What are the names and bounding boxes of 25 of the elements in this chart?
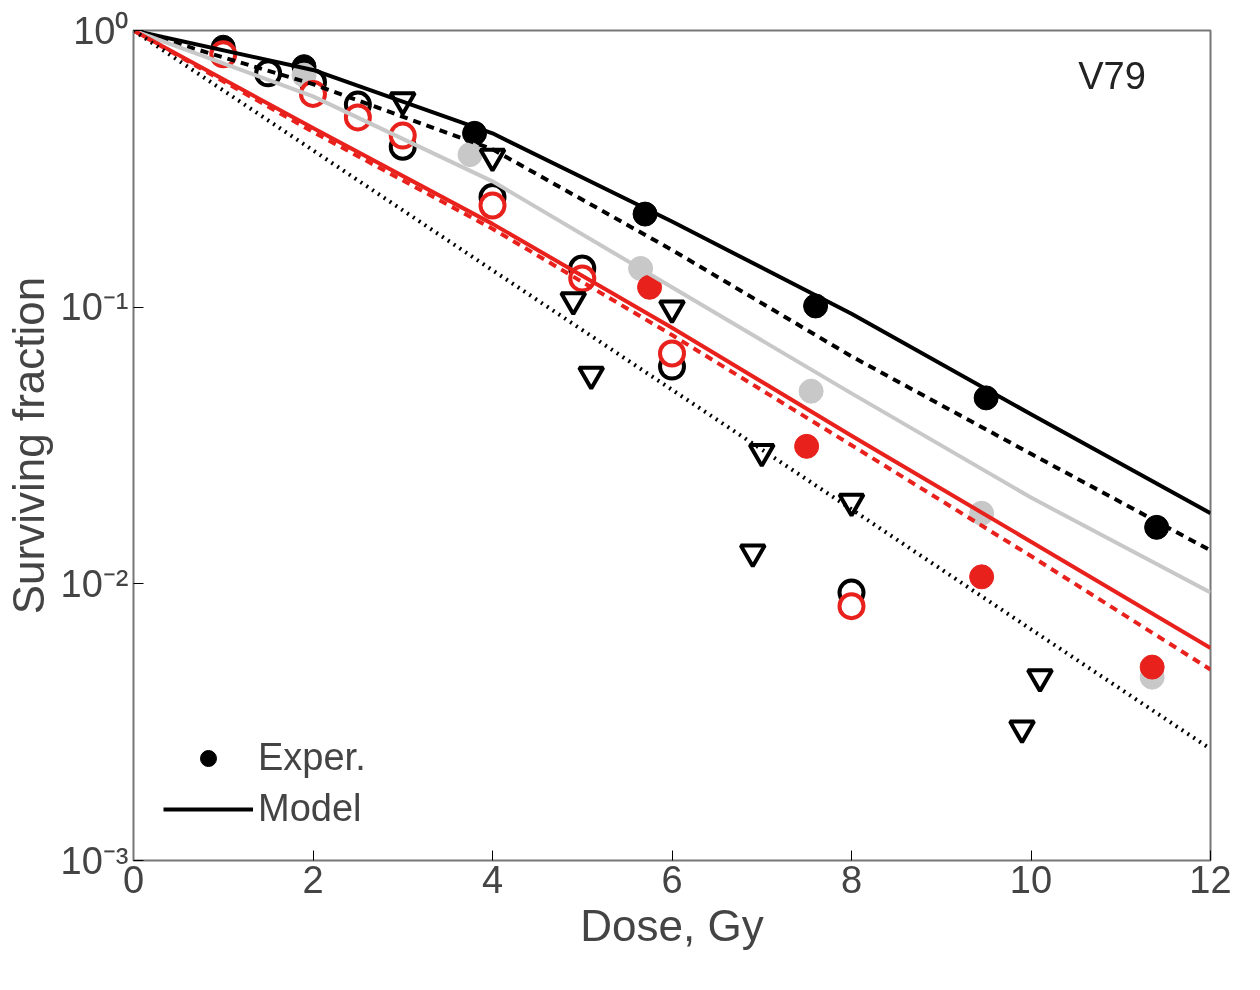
point <box>658 339 686 368</box>
x-axis-title: Dose, Gy <box>580 900 764 950</box>
x-tick-label: 2 <box>302 858 324 901</box>
x-tick-label: 12 <box>1189 858 1232 901</box>
point <box>969 564 995 590</box>
x-tick-label: 6 <box>661 858 683 901</box>
x-tick-label: 8 <box>840 858 863 901</box>
point <box>1139 654 1165 680</box>
point <box>794 433 820 459</box>
y-tick-label: 10⁻² <box>60 562 129 605</box>
point <box>803 293 829 319</box>
annotation: V79 <box>1078 55 1146 98</box>
y-axis-title: Surviving fraction <box>3 276 53 615</box>
y-tick-label: 10⁻¹ <box>60 286 129 329</box>
point <box>457 142 483 168</box>
point <box>637 274 663 300</box>
point <box>478 191 507 220</box>
point <box>837 592 866 621</box>
point <box>1144 514 1170 540</box>
legend-label: Model <box>258 787 362 830</box>
y-tick-label: 10⁰ <box>73 9 129 52</box>
x-tick-label: 4 <box>481 858 504 901</box>
point <box>798 378 824 404</box>
legend-label: Exper. <box>258 736 366 779</box>
x-tick-label: 10 <box>1009 858 1053 901</box>
